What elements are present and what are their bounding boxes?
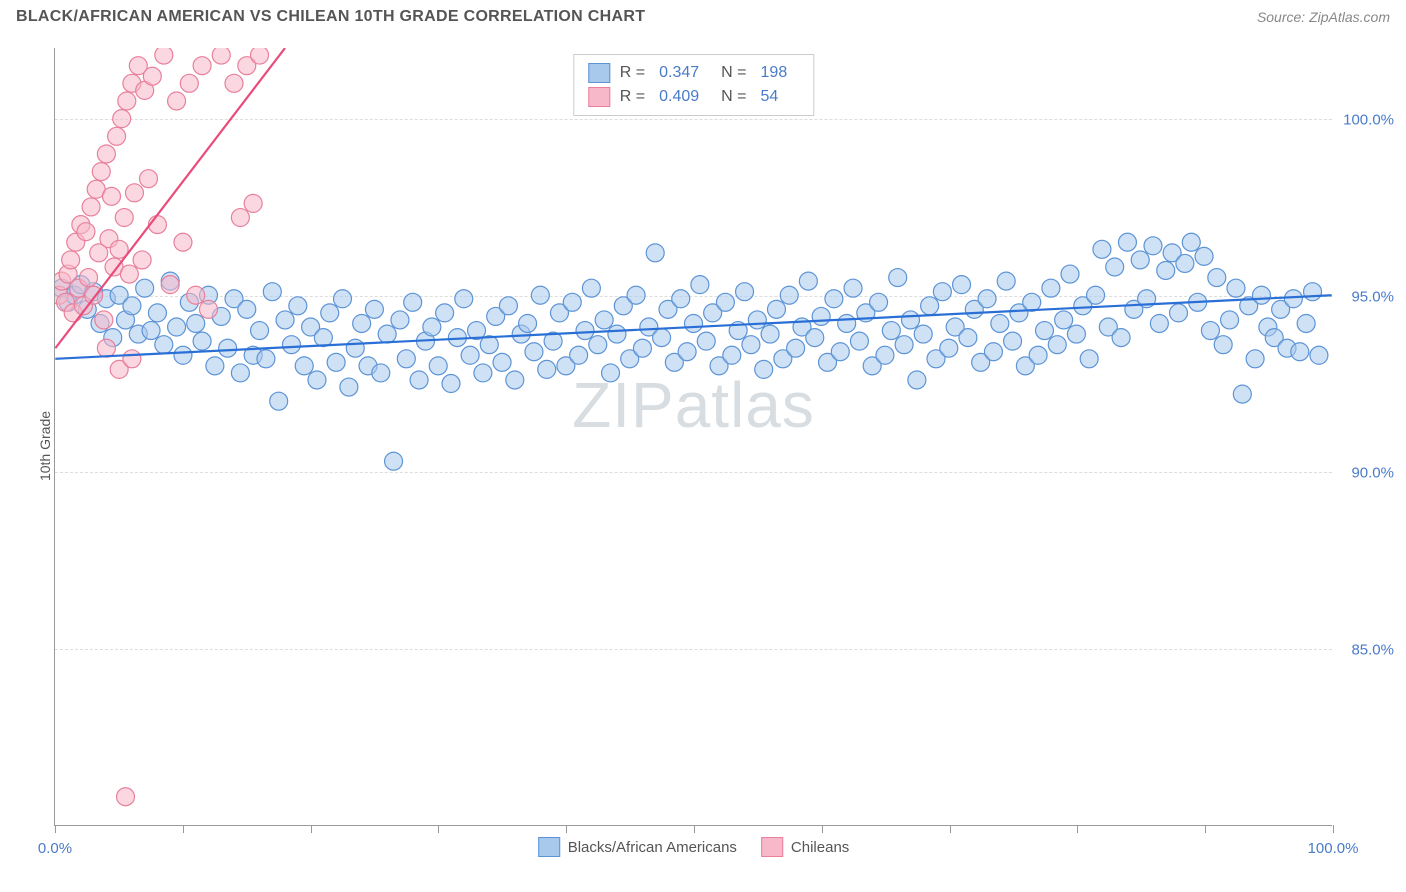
y-tick-label: 95.0% <box>1351 288 1394 305</box>
n-label: N = <box>721 88 746 106</box>
scatter-svg <box>55 48 1332 825</box>
chart-source: Source: ZipAtlas.com <box>1257 9 1390 25</box>
x-tick-label: 0.0% <box>38 840 72 857</box>
legend-stats-box: R = 0.347 N = 198 R = 0.409 N = 54 <box>573 54 814 116</box>
r-value-blue: 0.347 <box>659 64 699 82</box>
y-tick-label: 85.0% <box>1351 642 1394 659</box>
y-tick-label: 100.0% <box>1343 111 1394 128</box>
r-label: R = <box>620 88 645 106</box>
chart-title: BLACK/AFRICAN AMERICAN VS CHILEAN 10TH G… <box>16 8 645 26</box>
legend-swatch-pink <box>588 87 610 107</box>
legend-stats-row-pink: R = 0.409 N = 54 <box>588 85 799 109</box>
legend-item-pink: Chileans <box>761 837 849 857</box>
y-tick-label: 90.0% <box>1351 465 1394 482</box>
r-label: R = <box>620 64 645 82</box>
n-value-pink: 54 <box>761 88 779 106</box>
n-value-blue: 198 <box>761 64 788 82</box>
legend-item-blue: Blacks/African Americans <box>538 837 737 857</box>
legend-label-blue: Blacks/African Americans <box>568 839 737 856</box>
r-value-pink: 0.409 <box>659 88 699 106</box>
chart-plot-area: ZIPatlas 85.0%90.0%95.0%100.0% 0.0%100.0… <box>54 48 1332 826</box>
legend-swatch-pink-icon <box>761 837 783 857</box>
legend-label-pink: Chileans <box>791 839 849 856</box>
legend-bottom: Blacks/African Americans Chileans <box>538 837 850 857</box>
legend-swatch-blue-icon <box>538 837 560 857</box>
legend-stats-row-blue: R = 0.347 N = 198 <box>588 61 799 85</box>
chart-header: BLACK/AFRICAN AMERICAN VS CHILEAN 10TH G… <box>0 0 1406 30</box>
n-label: N = <box>721 64 746 82</box>
legend-swatch-blue <box>588 63 610 83</box>
x-tick-label: 100.0% <box>1308 840 1359 857</box>
y-axis-label: 10th Grade <box>37 411 53 481</box>
